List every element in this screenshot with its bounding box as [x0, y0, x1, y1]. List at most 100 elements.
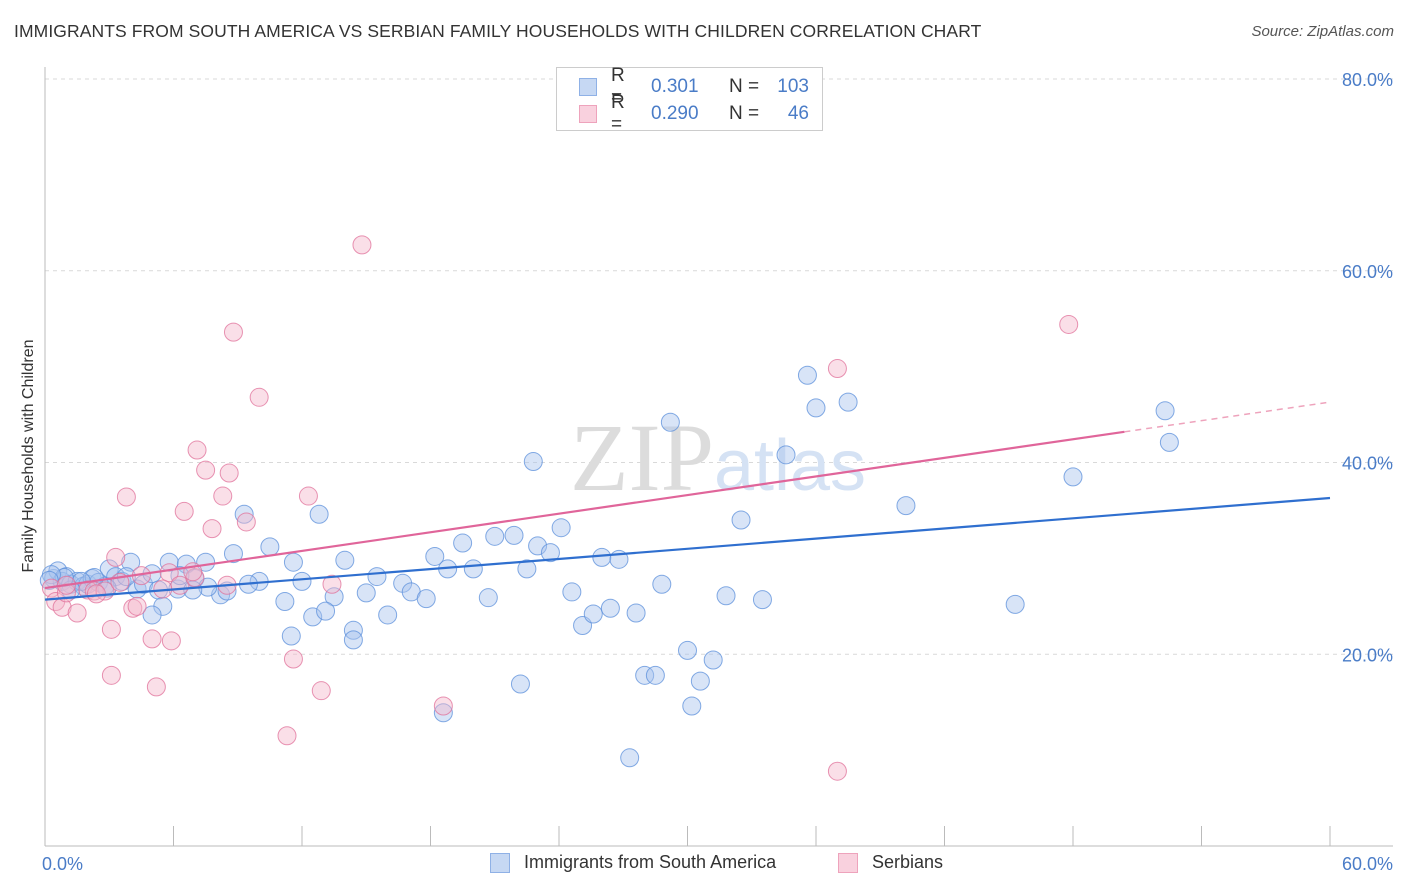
chart-title: IMMIGRANTS FROM SOUTH AMERICA VS SERBIAN… — [14, 21, 982, 41]
data-point — [752, 590, 772, 610]
data-point — [213, 486, 233, 506]
data-point — [600, 598, 620, 618]
r-label: R = — [611, 65, 625, 108]
n-label: N = — [729, 103, 760, 124]
watermark-atlas: atlas — [714, 426, 866, 506]
data-point — [159, 563, 179, 583]
data-point — [690, 671, 710, 691]
data-point — [1155, 401, 1175, 421]
data-point — [196, 552, 216, 572]
bottom-legend-swatch-pink — [838, 852, 858, 873]
data-point — [298, 486, 318, 506]
bottom-legend: Immigrants from South America Serbians — [0, 852, 1406, 878]
series-serbians-points — [41, 235, 1079, 781]
data-point — [142, 605, 162, 625]
bottom-legend-swatch-blue — [490, 852, 510, 873]
data-point — [127, 596, 147, 616]
data-point — [540, 543, 560, 563]
data-point — [367, 567, 387, 587]
data-point — [260, 537, 280, 557]
data-point — [352, 235, 372, 255]
data-point — [827, 359, 847, 379]
trend-lines — [44, 401, 1331, 601]
source-label: Source: ZipAtlas.com — [1251, 23, 1394, 40]
data-point — [478, 588, 498, 608]
data-point — [378, 605, 398, 625]
data-point — [551, 518, 571, 538]
data-point — [433, 703, 453, 723]
data-point — [838, 392, 858, 412]
data-point — [187, 440, 207, 460]
data-point — [485, 526, 505, 546]
data-point — [356, 583, 376, 603]
data-point — [106, 547, 126, 567]
data-point — [249, 387, 269, 407]
n-value: 103 — [777, 76, 809, 97]
bottom-legend-immigrants: Immigrants from South America — [490, 852, 776, 873]
data-point — [54, 568, 74, 588]
data-point — [416, 589, 436, 609]
trend-line-extension — [1124, 401, 1331, 433]
data-point — [343, 630, 363, 650]
data-point — [86, 584, 106, 604]
x-tick-label-max: 60.0% — [1342, 854, 1393, 874]
data-point — [425, 546, 445, 566]
data-point — [797, 365, 817, 385]
data-point — [316, 601, 336, 621]
watermark: ZIPatlas — [570, 404, 866, 511]
data-point — [510, 674, 530, 694]
r-label: R = — [611, 92, 625, 135]
data-point — [101, 619, 121, 639]
data-point — [161, 631, 181, 651]
data-point — [223, 322, 243, 342]
data-point — [433, 696, 453, 716]
x-tick-label-min: 0.0% — [42, 854, 83, 874]
data-point — [1059, 314, 1079, 334]
legend-row-immigrants: R = 0.301 N = 103 — [579, 65, 809, 108]
data-point — [146, 677, 166, 697]
data-point — [562, 582, 582, 602]
y-tick-label: 60.0% — [1342, 262, 1393, 282]
data-point — [202, 519, 222, 539]
data-point — [275, 592, 295, 612]
data-point — [682, 696, 702, 716]
series-immigrants-points — [39, 365, 1179, 768]
data-point — [174, 501, 194, 521]
trend-line — [44, 430, 1125, 590]
data-point — [219, 463, 239, 483]
data-point — [678, 640, 697, 660]
r-value: 0.290 — [651, 103, 699, 124]
watermark-zip: ZIP — [570, 404, 714, 511]
data-point — [635, 665, 655, 685]
data-point — [652, 574, 672, 594]
data-point — [523, 452, 543, 472]
data-point — [67, 603, 87, 623]
y-tick-label: 40.0% — [1342, 454, 1393, 474]
data-point — [322, 574, 342, 594]
y-tick-label: 20.0% — [1342, 645, 1393, 665]
data-point — [592, 547, 612, 567]
data-point — [463, 559, 483, 579]
data-point — [101, 665, 121, 685]
legend-swatch-blue — [579, 78, 597, 96]
data-point — [776, 445, 796, 465]
bottom-legend-serbians: Serbians — [838, 852, 943, 873]
bottom-legend-label: Serbians — [872, 852, 944, 872]
data-point — [236, 512, 256, 532]
legend-row-serbians: R = 0.290 N = 46 — [579, 92, 809, 135]
y-tick-labels: 20.0% 40.0% 60.0% 80.0% — [1342, 70, 1393, 665]
data-point — [223, 544, 243, 564]
data-point — [453, 533, 473, 553]
data-point — [283, 649, 303, 669]
data-point — [703, 650, 723, 670]
data-point — [806, 398, 826, 418]
data-point — [517, 559, 537, 579]
data-point — [1063, 467, 1083, 487]
data-point — [121, 552, 141, 572]
grid-lines — [45, 78, 1393, 655]
data-point — [283, 552, 303, 572]
data-point — [277, 726, 297, 746]
data-point — [827, 761, 847, 781]
n-label: N = — [729, 76, 760, 97]
